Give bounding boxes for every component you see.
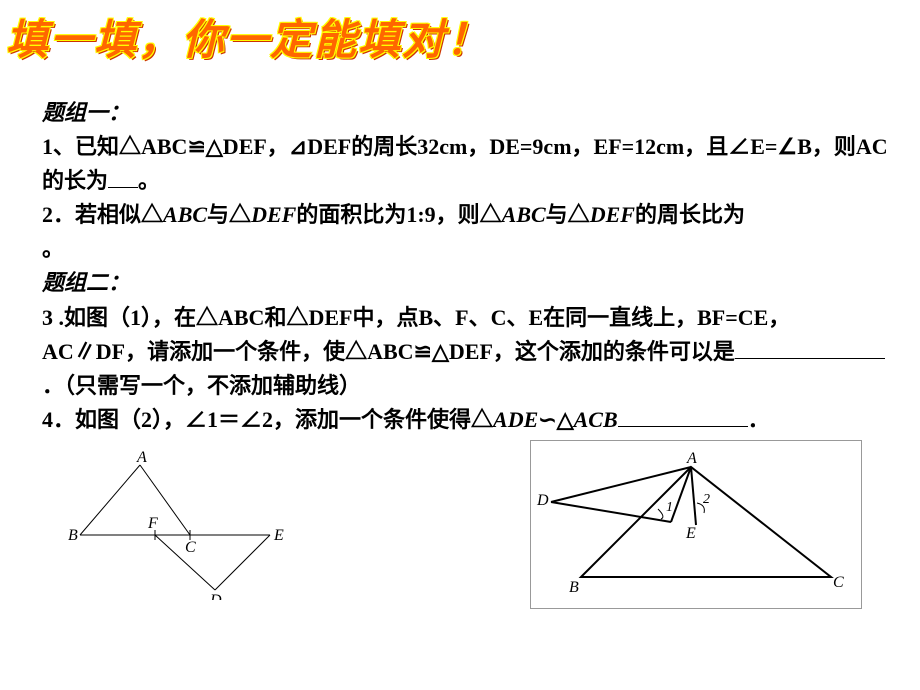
q4-b: ∽△ xyxy=(538,407,573,432)
question-4: 4．如图（2），∠1＝∠2，添加一个条件使得△ADE∽△ACB ． xyxy=(42,403,888,437)
figure-1: A B F C E D xyxy=(60,450,290,605)
fig2-a-label: A xyxy=(686,450,697,467)
question-content: 题组一： 1、已知△ABC≌△DEF，⊿DEF的周长32cm，DE=9cm，EF… xyxy=(42,96,888,437)
fig1-b-label: B xyxy=(68,527,78,544)
question-2: 2．若相似△ABC与△DEF的面积比为1:9，则△ABC与△DEF的周长比为。 xyxy=(42,198,888,266)
group1-header: 题组一： xyxy=(42,96,888,130)
q1-tail: 。 xyxy=(138,168,160,193)
q2-e: 的周长比为 xyxy=(635,202,745,227)
fig2-e-label: E xyxy=(685,525,696,542)
fig1-e-label: E xyxy=(273,527,284,544)
q1-blank xyxy=(108,166,138,188)
q2-abc2: ABC xyxy=(502,202,546,227)
q2-def: DEF xyxy=(251,202,296,227)
q4-tail: ． xyxy=(748,407,770,432)
fig1-c-label: C xyxy=(185,539,196,556)
figures-area: A B F C E D A D E B C 1 2 xyxy=(50,440,880,660)
page-title: 填一填，你一定能填对！ xyxy=(6,6,490,67)
fig2-angle2-label: 2 xyxy=(703,492,710,507)
q2-c: 的面积比为1:9，则△ xyxy=(296,202,501,227)
fig2-d-label: D xyxy=(536,492,549,509)
q2-d: 与△ xyxy=(546,202,590,227)
q2-tail: 。 xyxy=(42,236,64,261)
q2-def2: DEF xyxy=(590,202,635,227)
q3-blank xyxy=(735,337,885,359)
fig1-f-label: F xyxy=(147,515,158,532)
fig2-c-label: C xyxy=(833,574,844,591)
q2-abc: ABC xyxy=(163,202,207,227)
q4-acb: ACB xyxy=(574,407,618,432)
q4-blank xyxy=(618,405,748,427)
group2-header: 题组二： xyxy=(42,266,888,300)
figure-2: A D E B C 1 2 xyxy=(530,440,862,609)
q4-ade: ADE xyxy=(493,407,538,432)
question-3: 3 .如图（1），在△ABC和△DEF中，点B、F、C、E在同一直线上，BF=C… xyxy=(42,301,888,403)
q1-text: 1、已知△ABC≌△DEF，⊿DEF的周长32cm，DE=9cm，EF=12cm… xyxy=(42,134,888,193)
q2-b: 与△ xyxy=(207,202,251,227)
question-1: 1、已知△ABC≌△DEF，⊿DEF的周长32cm，DE=9cm，EF=12cm… xyxy=(42,130,888,198)
fig1-a-label: A xyxy=(136,450,147,466)
q3-tail: ．（只需写一个，不添加辅助线） xyxy=(42,373,361,398)
q3-text: 3 .如图（1），在△ABC和△DEF中，点B、F、C、E在同一直线上，BF=C… xyxy=(42,305,790,364)
fig1-d-label: D xyxy=(209,592,222,600)
q2-a: 2．若相似△ xyxy=(42,202,163,227)
q4-a: 4．如图（2），∠1＝∠2，添加一个条件使得△ xyxy=(42,407,493,432)
fig2-angle1-label: 1 xyxy=(666,500,673,515)
fig2-b-label: B xyxy=(569,579,579,596)
